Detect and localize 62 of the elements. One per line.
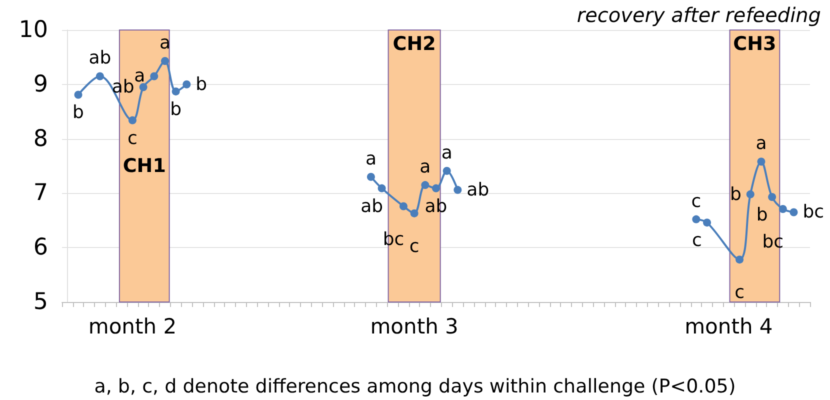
data-label: c <box>409 236 420 257</box>
y-tick-label: 9 <box>33 71 48 98</box>
data-label: a <box>134 66 146 87</box>
point <box>778 204 787 213</box>
data-label: a <box>756 133 767 154</box>
data-label: c <box>734 282 744 304</box>
point <box>454 186 462 194</box>
data-label: b <box>170 98 182 120</box>
data-label: c <box>691 190 702 212</box>
y-tick-label: 10 <box>18 17 48 43</box>
data-label: bc <box>802 202 824 223</box>
point <box>399 202 408 210</box>
data-label: ab <box>424 196 448 217</box>
point <box>96 72 104 80</box>
data-label: b <box>72 102 84 124</box>
point <box>757 158 766 166</box>
x-tick-label: month 4 <box>684 314 773 338</box>
point <box>692 215 700 224</box>
data-label: bc <box>762 231 784 252</box>
annotation: CH2 <box>392 33 436 55</box>
chart-title: recovery after refeeding <box>576 3 821 27</box>
y-tick-label: 6 <box>33 234 48 261</box>
text: a, b, c, d denote differences among days within challenge (P<0.05) <box>94 376 736 398</box>
y-tick-label: 5 <box>33 289 48 315</box>
point <box>128 116 136 124</box>
annotation: CH1 <box>122 155 166 177</box>
data-label: b <box>730 184 742 205</box>
data-label: ab <box>112 76 134 98</box>
point <box>432 184 440 192</box>
data-label: ab <box>88 48 112 69</box>
data-label: a <box>441 142 452 164</box>
point <box>410 209 418 218</box>
point <box>736 256 744 264</box>
y-tick-label: 7 <box>33 180 48 206</box>
point <box>74 90 82 99</box>
data-label: c <box>692 230 702 252</box>
data-label: ab <box>466 179 490 200</box>
data-label: b <box>756 204 768 226</box>
point <box>366 172 375 181</box>
point <box>790 208 798 216</box>
data-label: a <box>420 156 431 178</box>
data-label: bc <box>382 228 404 250</box>
data-label: a <box>159 32 170 54</box>
annotation: CH3 <box>733 33 776 55</box>
point <box>746 190 754 198</box>
point <box>378 184 386 192</box>
point <box>150 72 158 80</box>
data-label: b <box>196 74 208 95</box>
x-tick-label: month 2 <box>88 314 177 338</box>
data-label: a <box>365 148 376 170</box>
point <box>172 87 180 96</box>
point <box>139 83 148 92</box>
data-label: c <box>128 128 138 149</box>
x-tick-label: month 3 <box>370 314 458 338</box>
y-tick-label: 8 <box>33 126 48 152</box>
point <box>442 166 451 175</box>
point <box>160 57 169 66</box>
point <box>182 80 191 88</box>
data-label: ab <box>360 196 384 217</box>
point <box>421 181 430 190</box>
point <box>768 193 776 202</box>
point <box>703 218 712 227</box>
